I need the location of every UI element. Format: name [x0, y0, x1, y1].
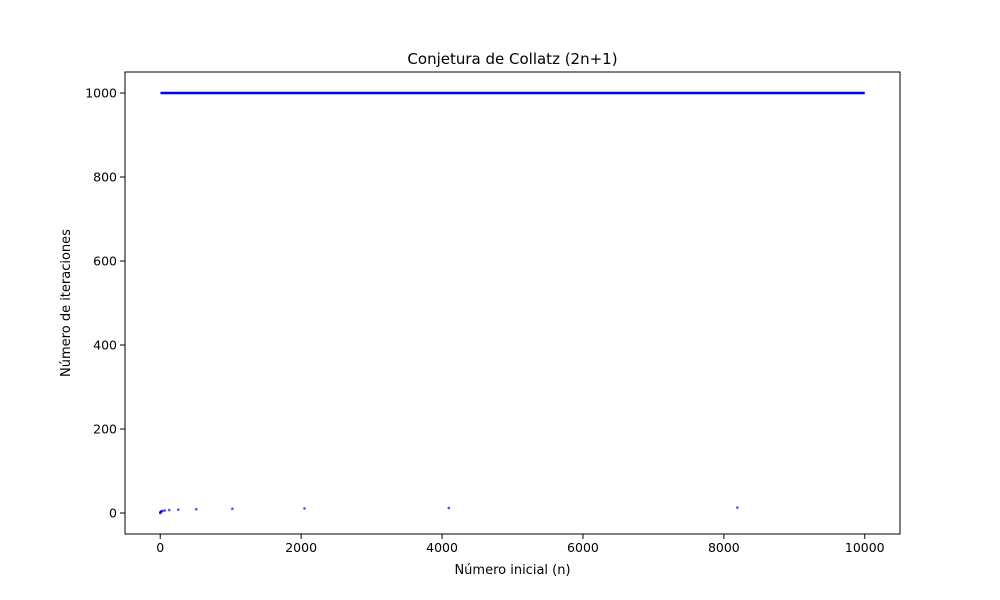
x-tick-label: 8000: [708, 540, 740, 555]
axes-frame: [124, 71, 901, 535]
data-point: [195, 507, 198, 511]
data-point: [161, 509, 164, 513]
data-point: [167, 508, 171, 512]
x-tick-label: 2000: [285, 540, 317, 555]
data-point: [231, 507, 234, 511]
plot-area: 0 2000 4000 6000 8000 10000 0 200 400 600 800 1000: [85, 71, 901, 555]
y-tick-label: 600: [93, 254, 117, 269]
y-tick-label: 400: [93, 338, 117, 353]
chart-title: Conjetura de Collatz (2n+1): [407, 50, 617, 68]
data-point: [176, 508, 180, 511]
y-tick-label: 0: [109, 506, 117, 521]
data-point: [736, 506, 739, 509]
data-point: [447, 506, 451, 510]
x-axis-label: Número inicial (n): [454, 563, 570, 578]
y-axis-label: Número de iteraciones: [59, 229, 74, 377]
x-tick-label: 4000: [426, 540, 458, 555]
x-tick-label: 6000: [567, 540, 599, 555]
data-point: [163, 509, 167, 512]
x-tick-label: 10000: [845, 540, 885, 555]
y-tick-label: 1000: [85, 86, 117, 101]
y-tick-label: 800: [93, 170, 117, 185]
x-tick-label: 0: [156, 540, 164, 555]
data-point: [303, 507, 306, 510]
y-tick-label: 200: [93, 422, 117, 437]
